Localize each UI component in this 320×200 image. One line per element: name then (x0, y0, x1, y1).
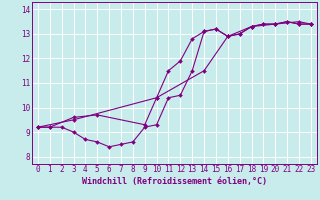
X-axis label: Windchill (Refroidissement éolien,°C): Windchill (Refroidissement éolien,°C) (82, 177, 267, 186)
